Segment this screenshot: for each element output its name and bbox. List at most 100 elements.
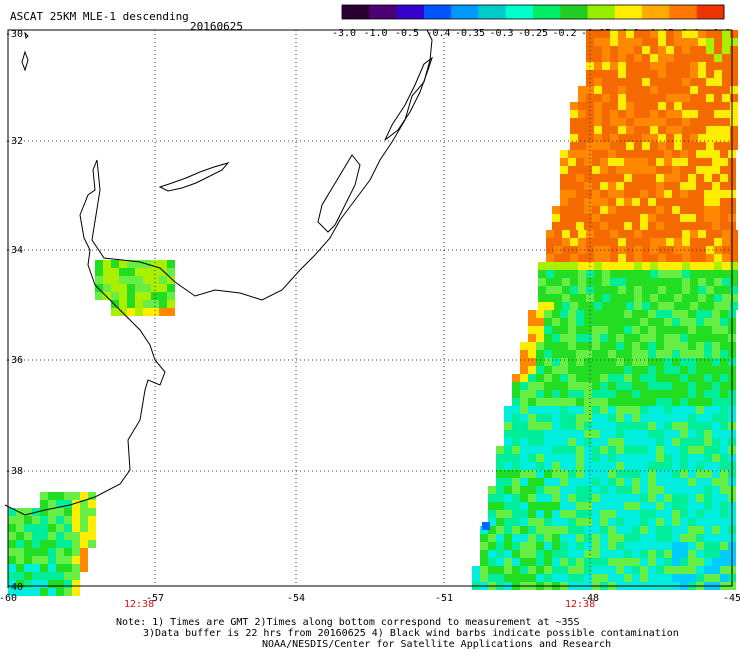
data-cell	[600, 478, 608, 486]
data-cell	[672, 350, 680, 358]
data-cell	[8, 524, 16, 532]
data-cell	[528, 550, 536, 558]
data-cell	[143, 308, 151, 316]
data-cell	[592, 446, 600, 454]
data-cell	[48, 524, 56, 532]
data-cell	[688, 374, 696, 382]
data-cell	[56, 532, 64, 540]
data-cell	[472, 566, 480, 574]
data-cell	[730, 302, 738, 310]
data-cell	[592, 158, 600, 166]
data-cell	[472, 574, 480, 582]
data-cell	[680, 526, 688, 534]
data-cell	[16, 548, 24, 556]
data-cell	[64, 508, 72, 516]
data-cell	[88, 540, 96, 548]
data-cell	[504, 446, 512, 454]
data-cell	[119, 300, 127, 308]
data-cell	[8, 588, 16, 596]
data-cell	[712, 190, 720, 198]
data-cell	[496, 462, 504, 470]
data-cell	[616, 382, 624, 390]
data-cell	[690, 302, 698, 310]
data-cell	[704, 470, 712, 478]
data-cell	[72, 492, 80, 500]
data-cell	[704, 310, 712, 318]
data-cell	[616, 398, 624, 406]
data-cell	[568, 462, 576, 470]
colorbar-swatch	[478, 5, 507, 19]
data-cell	[48, 532, 56, 540]
data-cell	[512, 390, 520, 398]
data-cell	[584, 382, 592, 390]
data-cell	[706, 126, 714, 134]
data-cell	[594, 86, 602, 94]
data-cell	[72, 556, 80, 564]
data-cell	[674, 126, 682, 134]
data-cell	[666, 230, 674, 238]
data-cell	[610, 62, 618, 70]
data-cell	[536, 486, 544, 494]
data-cell	[64, 564, 72, 572]
data-cell	[634, 126, 642, 134]
data-cell	[640, 358, 648, 366]
data-cell	[520, 534, 528, 542]
data-cell	[698, 238, 706, 246]
data-cell	[650, 54, 658, 62]
data-cell	[616, 406, 624, 414]
data-cell	[576, 214, 584, 222]
data-cell	[568, 166, 576, 174]
data-cell	[688, 462, 696, 470]
data-cell	[528, 502, 536, 510]
data-cell	[664, 358, 672, 366]
data-cell	[111, 276, 119, 284]
data-cell	[642, 46, 650, 54]
data-cell	[632, 190, 640, 198]
data-cell	[688, 574, 696, 582]
data-cell	[720, 310, 728, 318]
data-cell	[714, 94, 722, 102]
data-cell	[568, 446, 576, 454]
data-cell	[512, 414, 520, 422]
data-cell	[584, 510, 592, 518]
data-cell	[568, 374, 576, 382]
data-cell	[72, 540, 80, 548]
data-cell	[720, 574, 728, 582]
data-cell	[600, 454, 608, 462]
data-cell	[544, 366, 552, 374]
data-cell	[480, 558, 488, 566]
data-cell	[648, 310, 656, 318]
data-cell	[608, 566, 616, 574]
data-cell	[682, 38, 690, 46]
data-cell	[626, 270, 634, 278]
data-cell	[704, 366, 712, 374]
data-cell	[552, 310, 560, 318]
data-cell	[552, 422, 560, 430]
data-cell	[610, 246, 618, 254]
data-cell	[544, 318, 552, 326]
data-cell	[568, 430, 576, 438]
data-cell	[600, 174, 608, 182]
data-cell	[552, 430, 560, 438]
data-cell	[111, 300, 119, 308]
data-cell	[584, 166, 592, 174]
data-cell	[552, 398, 560, 406]
data-cell	[706, 78, 714, 86]
data-cell	[672, 174, 680, 182]
data-cell	[632, 222, 640, 230]
data-cell	[666, 38, 674, 46]
data-cell	[135, 284, 143, 292]
data-cell	[72, 508, 80, 516]
data-cell	[656, 574, 664, 582]
data-cell	[64, 540, 72, 548]
data-cell	[616, 486, 624, 494]
data-cell	[648, 182, 656, 190]
data-cell	[544, 462, 552, 470]
data-cell	[616, 366, 624, 374]
data-cell	[608, 166, 616, 174]
data-cell	[648, 446, 656, 454]
data-cell	[688, 518, 696, 526]
data-cell	[40, 540, 48, 548]
data-cell	[632, 526, 640, 534]
data-cell	[720, 534, 728, 542]
